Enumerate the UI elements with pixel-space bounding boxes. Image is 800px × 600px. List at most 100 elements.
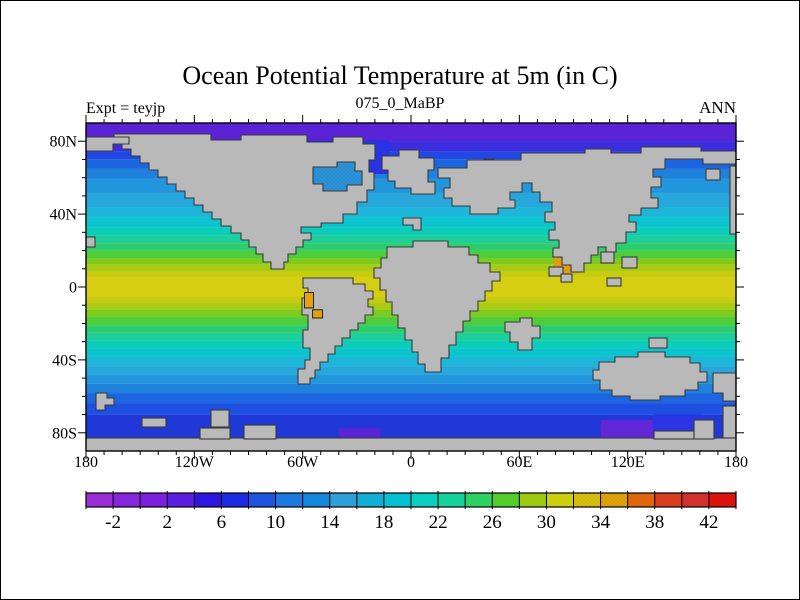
colorbar-segment	[275, 493, 303, 507]
colorbar-segment	[519, 493, 547, 507]
australia	[592, 351, 708, 401]
experiment-label: Expt = teyjp	[86, 100, 166, 117]
ocean-band	[86, 141, 736, 152]
new-guinea-island	[648, 337, 668, 349]
antarctic-island-5	[693, 419, 715, 440]
ocean-band	[86, 383, 736, 394]
south-america-warm-inland-1	[303, 291, 315, 309]
colorbar-segment	[465, 493, 493, 507]
colorbar-segment	[383, 493, 411, 507]
small-island-5	[86, 236, 96, 248]
ocean-band	[86, 393, 736, 404]
ocean-band	[86, 348, 736, 357]
small-island-2	[606, 277, 622, 287]
colorbar-segment	[140, 493, 168, 507]
colorbar-segment	[167, 493, 195, 507]
ocean-band	[86, 227, 736, 236]
colorbar: -2 2 6 10 14 18 22 26 30 34 38 42	[85, 491, 737, 533]
y-axis-label: 80S	[52, 425, 77, 442]
colorbar-segment	[411, 493, 439, 507]
axis-ticks	[78, 115, 744, 459]
colorbar-label: 14	[320, 512, 340, 533]
colorbar-segment-stipple	[600, 493, 628, 507]
page-title: Ocean Potential Temperature at 5m (in C)	[182, 61, 618, 90]
colorbar-label: 6	[217, 512, 227, 533]
okhotsk-island	[705, 168, 721, 181]
colorbar-segment-stipple	[681, 493, 709, 507]
ocean-band	[86, 403, 736, 415]
x-axis-label: 180	[724, 454, 748, 471]
right-edge-plateau	[712, 372, 736, 402]
ocean-band	[86, 235, 736, 244]
colorbar-segment-stipple	[573, 493, 601, 507]
y-axis-label: 0	[69, 280, 77, 297]
x-axis-label: 60E	[506, 454, 532, 471]
colorbar-segment	[546, 493, 574, 507]
colorbar-outline	[85, 492, 737, 508]
colorbar-segment	[356, 493, 384, 507]
plot-subtitle: 075_0_MaBP	[355, 95, 445, 112]
map-area	[86, 123, 736, 451]
x-axis-label: 120E	[611, 454, 645, 471]
new-zealand	[95, 392, 115, 411]
x-axis-label: 180	[74, 454, 98, 471]
colorbar-label: 26	[483, 512, 502, 533]
antarctic-island-4	[653, 430, 695, 440]
iberia-island	[402, 217, 422, 231]
antarctic-island-1	[243, 424, 277, 440]
small-island-1	[621, 256, 638, 269]
antarctic-island-3	[210, 409, 230, 428]
colorbar-segment-stipple	[654, 493, 682, 507]
colorbar-segment	[194, 493, 222, 507]
x-axis-label: 60W	[287, 454, 319, 471]
small-island-4	[560, 273, 573, 283]
europe	[381, 149, 436, 195]
eurasia	[437, 146, 736, 273]
y-axis-label: 40S	[52, 352, 77, 369]
y-axis-label: 80N	[49, 134, 77, 151]
africa	[373, 240, 501, 373]
colorbar-label: 18	[374, 512, 393, 533]
colorbar-label: 38	[645, 512, 664, 533]
colorbar-segment	[329, 493, 357, 507]
right-edge-land	[729, 165, 736, 235]
small-island-0	[600, 251, 615, 264]
ocean-band	[86, 340, 736, 349]
antarctic-island-2	[141, 417, 167, 428]
colorbar-segment	[708, 493, 736, 507]
colorbar-label: 42	[699, 512, 718, 533]
colorbar-segment	[627, 493, 655, 507]
colorbar-label: 22	[429, 512, 448, 533]
colorbar-segment	[221, 493, 249, 507]
weddell-cold-patch	[338, 428, 381, 439]
colorbar-segment	[248, 493, 276, 507]
colorbar-label: 2	[163, 512, 173, 533]
colorbar-label: 34	[591, 512, 611, 533]
ocean-band	[86, 356, 736, 367]
colorbar-label: -2	[105, 512, 121, 533]
colorbar-segment	[113, 493, 141, 507]
colorbar-label: 30	[537, 512, 556, 533]
ocean-band	[86, 366, 736, 376]
small-island-3	[548, 266, 564, 277]
x-axis-label: 0	[407, 454, 415, 471]
season-label: ANN	[699, 98, 736, 117]
colorbar-segment	[492, 493, 520, 507]
colorbar-segment	[302, 493, 330, 507]
continents	[86, 133, 736, 451]
antarctic-island-0	[199, 427, 231, 440]
south-america-warm-inland-2	[312, 309, 324, 319]
siberia-sliver	[86, 136, 130, 152]
madagascar	[504, 317, 541, 351]
ocean-band	[86, 375, 736, 384]
austral-cold-purple-patch	[600, 420, 653, 439]
inland-warm-patches	[303, 291, 324, 319]
x-axis-label: 120W	[175, 454, 215, 471]
right-edge-bridge	[722, 405, 736, 439]
colorbar-segment	[438, 493, 466, 507]
colorbar-segment	[86, 493, 114, 507]
south-america	[297, 277, 374, 385]
antarctica	[86, 437, 736, 451]
